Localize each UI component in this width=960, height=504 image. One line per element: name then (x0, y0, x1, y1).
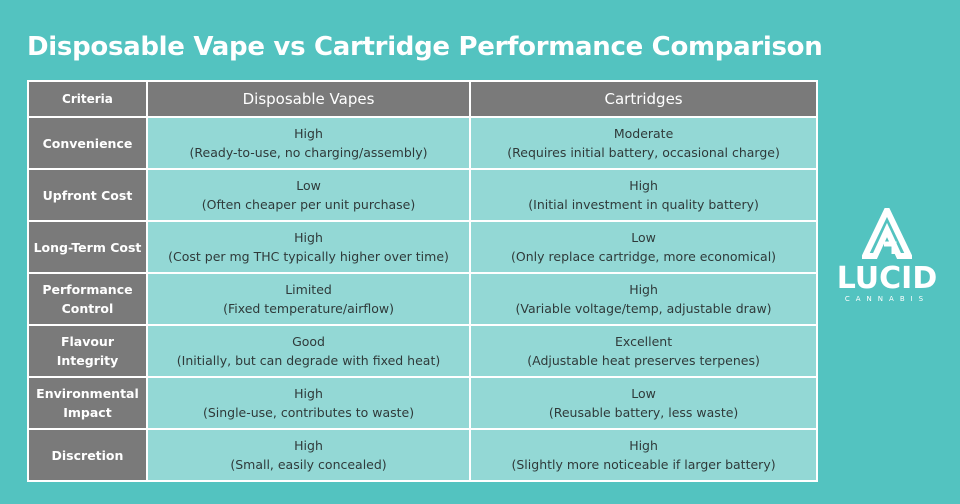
rating: Limited (285, 282, 332, 297)
rating: Excellent (615, 334, 673, 349)
logo-triangle-icon (860, 203, 914, 259)
disposable-cell: Good (Initially, but can degrade with fix… (145, 324, 472, 378)
rating: Low (631, 230, 656, 245)
note: (Reusable battery, less waste) (548, 405, 739, 420)
logo-word: LUCID (836, 261, 938, 296)
disposable-cell: High (Small, easily concealed) (145, 428, 472, 482)
criteria-cell: Environmental Impact (27, 376, 148, 430)
header-criteria: Criteria (27, 80, 148, 118)
note: (Cost per mg THC typically higher over t… (168, 249, 449, 264)
rating: High (629, 178, 658, 193)
table-row: Convenience High (Ready-to-use, no chargin… (27, 116, 818, 170)
note: (Slightly more noticeable if larger batt… (511, 457, 776, 472)
note: (Fixed temperature/airflow) (223, 301, 394, 316)
note: (Often cheaper per unit purchase) (201, 197, 416, 212)
disposable-cell: Low (Often cheaper per unit purchase) (145, 168, 472, 222)
table-row: Upfront Cost Low (Often cheaper per unit p… (27, 168, 818, 222)
page-title: Disposable Vape vs Cartridge Performance… (27, 32, 823, 62)
header-cartridges: Cartridges (469, 80, 818, 118)
disposable-cell: Limited (Fixed temperature/airflow) (145, 272, 472, 326)
disposable-cell: High (Cost per mg THC typically higher ov… (145, 220, 472, 274)
cartridge-cell: High (Slightly more noticeable if larger … (469, 428, 818, 482)
cartridge-cell: High (Initial investment in quality batte… (469, 168, 818, 222)
rating: Good (292, 334, 325, 349)
rating: Low (631, 386, 656, 401)
cartridge-cell: High (Variable voltage/temp, adjustable d… (469, 272, 818, 326)
note: (Variable voltage/temp, adjustable draw) (515, 301, 772, 316)
note: (Small, easily concealed) (230, 457, 387, 472)
header-disposable: Disposable Vapes (145, 80, 472, 118)
rating: High (294, 438, 323, 453)
criteria-cell: Long-Term Cost (27, 220, 148, 274)
table-row: Performance Control Limited (Fixed tempera… (27, 272, 818, 326)
note: (Initial investment in quality battery) (528, 197, 759, 212)
rating: High (629, 438, 658, 453)
cartridge-cell: Moderate (Requires initial battery, occas… (469, 116, 818, 170)
rating: High (629, 282, 658, 297)
table-row: Long-Term Cost High (Cost per mg THC typic… (27, 220, 818, 274)
note: (Single-use, contributes to waste) (202, 405, 415, 420)
rating: High (294, 386, 323, 401)
cartridge-cell: Excellent (Adjustable heat preserves terp… (469, 324, 818, 378)
disposable-cell: High (Ready-to-use, no charging/assembly) (145, 116, 472, 170)
rating: Low (296, 178, 321, 193)
note: (Ready-to-use, no charging/assembly) (189, 145, 428, 160)
criteria-cell: Upfront Cost (27, 168, 148, 222)
criteria-cell: Flavour Integrity (27, 324, 148, 378)
rating: High (294, 230, 323, 245)
cartridge-cell: Low (Reusable battery, less waste) (469, 376, 818, 430)
logo-sub: CANNABIS (844, 295, 930, 303)
note: (Initially, but can degrade with fixed h… (176, 353, 441, 368)
table-row: Discretion High (Small, easily concealed) H… (27, 428, 818, 482)
cartridge-cell: Low (Only replace cartridge, more economi… (469, 220, 818, 274)
table-header-row: Criteria Disposable Vapes Cartridges (27, 80, 818, 118)
lucid-cannabis-logo: LUCID CANNABIS (832, 203, 942, 303)
note: (Adjustable heat preserves terpenes) (527, 353, 760, 368)
rating: High (294, 126, 323, 141)
disposable-cell: High (Single-use, contributes to waste) (145, 376, 472, 430)
criteria-cell: Performance Control (27, 272, 148, 326)
criteria-cell: Discretion (27, 428, 148, 482)
comparison-table: Criteria Disposable Vapes Cartridges Con… (27, 80, 818, 482)
criteria-cell: Convenience (27, 116, 148, 170)
rating: Moderate (613, 126, 674, 141)
note: (Requires initial battery, occasional ch… (507, 145, 780, 160)
table-row: Environmental Impact High (Single-use, con… (27, 376, 818, 430)
table-row: Flavour Integrity Good (Initially, but can… (27, 324, 818, 378)
note: (Only replace cartridge, more economical… (511, 249, 777, 264)
